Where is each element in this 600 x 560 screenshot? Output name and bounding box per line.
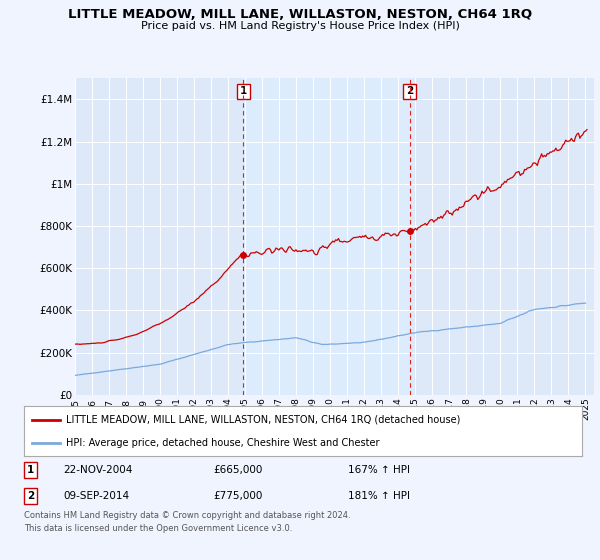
Text: 1: 1 xyxy=(27,465,34,475)
Text: 22-NOV-2004: 22-NOV-2004 xyxy=(63,465,133,475)
Text: 2: 2 xyxy=(406,86,413,96)
Bar xyxy=(244,78,410,395)
Text: 09-SEP-2014: 09-SEP-2014 xyxy=(63,491,129,501)
Text: HPI: Average price, detached house, Cheshire West and Chester: HPI: Average price, detached house, Ches… xyxy=(66,438,379,448)
Text: 1: 1 xyxy=(240,86,247,96)
Text: 167% ↑ HPI: 167% ↑ HPI xyxy=(347,465,410,475)
Text: Price paid vs. HM Land Registry's House Price Index (HPI): Price paid vs. HM Land Registry's House … xyxy=(140,21,460,31)
Text: This data is licensed under the Open Government Licence v3.0.: This data is licensed under the Open Gov… xyxy=(24,524,292,533)
Text: £775,000: £775,000 xyxy=(214,491,263,501)
Text: LITTLE MEADOW, MILL LANE, WILLASTON, NESTON, CH64 1RQ: LITTLE MEADOW, MILL LANE, WILLASTON, NES… xyxy=(68,8,532,21)
Text: 181% ↑ HPI: 181% ↑ HPI xyxy=(347,491,410,501)
Text: Contains HM Land Registry data © Crown copyright and database right 2024.: Contains HM Land Registry data © Crown c… xyxy=(24,511,350,520)
Text: LITTLE MEADOW, MILL LANE, WILLASTON, NESTON, CH64 1RQ (detached house): LITTLE MEADOW, MILL LANE, WILLASTON, NES… xyxy=(66,414,460,424)
Text: £665,000: £665,000 xyxy=(214,465,263,475)
Text: 2: 2 xyxy=(27,491,34,501)
